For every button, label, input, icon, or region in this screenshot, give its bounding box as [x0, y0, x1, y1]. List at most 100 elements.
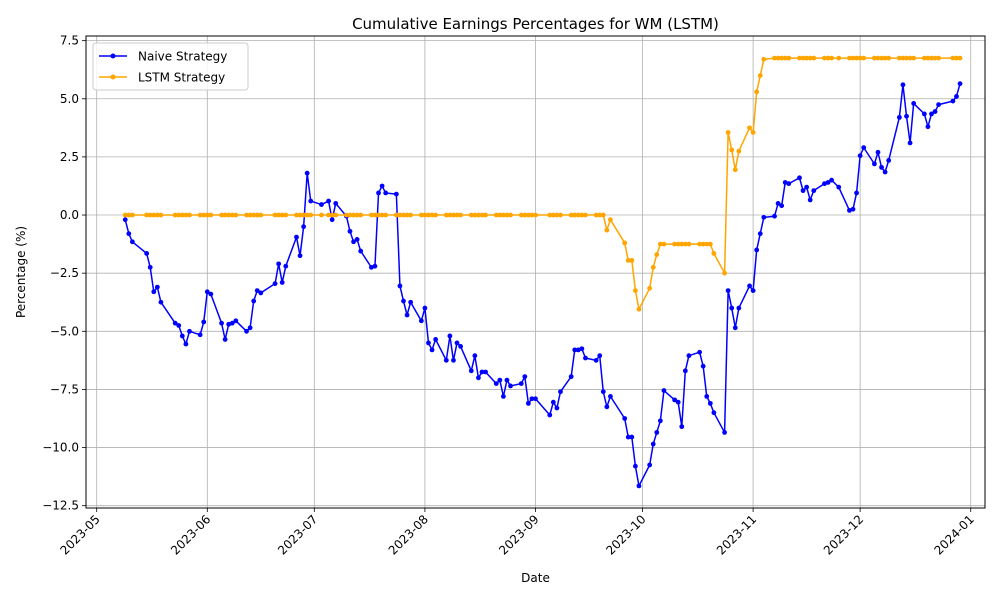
data-point: [836, 184, 842, 190]
data-point: [797, 55, 802, 61]
data-point: [208, 291, 214, 297]
data-point: [657, 241, 663, 247]
data-point: [344, 212, 349, 218]
legend-label-naive: Naive Strategy: [138, 50, 227, 64]
data-point: [593, 212, 599, 218]
data-point: [201, 212, 207, 218]
data-point: [657, 418, 663, 424]
data-point: [879, 55, 884, 61]
data-point: [144, 251, 150, 256]
data-point: [679, 241, 685, 247]
data-point: [522, 212, 528, 218]
data-point: [725, 130, 731, 135]
data-point: [333, 201, 339, 206]
data-point: [176, 323, 182, 328]
data-point: [686, 241, 692, 247]
data-point: [686, 353, 692, 359]
data-point: [879, 164, 884, 170]
data-point: [672, 241, 678, 247]
data-point: [711, 251, 717, 256]
data-point: [597, 212, 603, 218]
data-point: [747, 125, 752, 131]
legend-marker-naive: [110, 53, 116, 59]
data-point: [632, 463, 638, 469]
data-point: [358, 212, 364, 218]
data-point: [247, 325, 253, 331]
data-point: [233, 318, 239, 324]
data-point: [661, 241, 667, 247]
data-point: [187, 212, 192, 218]
data-point: [372, 212, 378, 218]
data-point: [647, 285, 653, 291]
data-point: [351, 239, 356, 245]
data-point: [761, 214, 767, 220]
data-point: [454, 340, 460, 346]
data-point: [650, 264, 656, 270]
data-point: [697, 349, 702, 355]
data-point: [251, 212, 257, 218]
y-tick-label: −12.5: [42, 499, 79, 513]
data-point: [222, 212, 228, 218]
data-point: [229, 320, 235, 326]
data-point: [283, 263, 289, 269]
data-point: [408, 212, 414, 218]
data-point: [172, 212, 178, 218]
data-point: [472, 353, 478, 359]
data-point: [900, 82, 906, 88]
data-point: [258, 212, 264, 218]
data-point: [779, 203, 785, 209]
data-point: [700, 363, 706, 369]
data-point: [369, 212, 374, 218]
data-point: [697, 241, 702, 247]
data-point: [558, 212, 563, 218]
data-point: [736, 148, 742, 154]
data-point: [654, 252, 660, 257]
data-point: [319, 212, 324, 218]
data-point: [258, 290, 264, 296]
data-point: [568, 374, 574, 380]
data-point: [397, 212, 403, 218]
data-point: [358, 248, 364, 254]
data-point: [736, 305, 742, 311]
data-point: [500, 212, 506, 218]
data-point: [201, 319, 207, 325]
data-point: [151, 289, 157, 295]
data-point: [568, 212, 574, 218]
data-point: [554, 405, 560, 411]
y-tick-label: 0.0: [60, 208, 79, 222]
data-point: [247, 212, 253, 218]
data-point: [886, 55, 892, 61]
data-point: [875, 149, 881, 155]
data-point: [700, 241, 706, 247]
data-point: [122, 212, 128, 218]
y-axis: −12.5 −10.0 −7.5 −5.0 −2.5 0.0 2.5 5.0 7.5: [42, 34, 86, 513]
y-tick-label: 5.0: [60, 92, 79, 106]
data-point: [472, 212, 478, 218]
data-point: [711, 410, 717, 416]
data-point: [443, 357, 449, 363]
data-point: [804, 55, 810, 61]
data-point: [925, 55, 931, 61]
data-point: [554, 212, 560, 218]
data-point: [504, 377, 510, 383]
data-point: [126, 231, 132, 237]
data-point: [525, 212, 531, 218]
data-point: [418, 212, 424, 218]
data-point: [533, 396, 538, 402]
data-point: [226, 212, 232, 218]
data-point: [233, 212, 239, 218]
data-point: [533, 212, 538, 218]
data-point: [604, 227, 610, 233]
data-point: [476, 375, 481, 381]
data-point: [936, 102, 942, 107]
data-point: [158, 212, 164, 218]
data-point: [172, 320, 178, 326]
data-point: [347, 212, 353, 218]
data-point: [451, 212, 456, 218]
data-point: [126, 212, 132, 218]
data-point: [925, 124, 931, 130]
data-point: [636, 483, 642, 489]
data-point: [857, 153, 863, 159]
data-point: [807, 197, 813, 203]
series-naive-strategy: [122, 81, 963, 489]
